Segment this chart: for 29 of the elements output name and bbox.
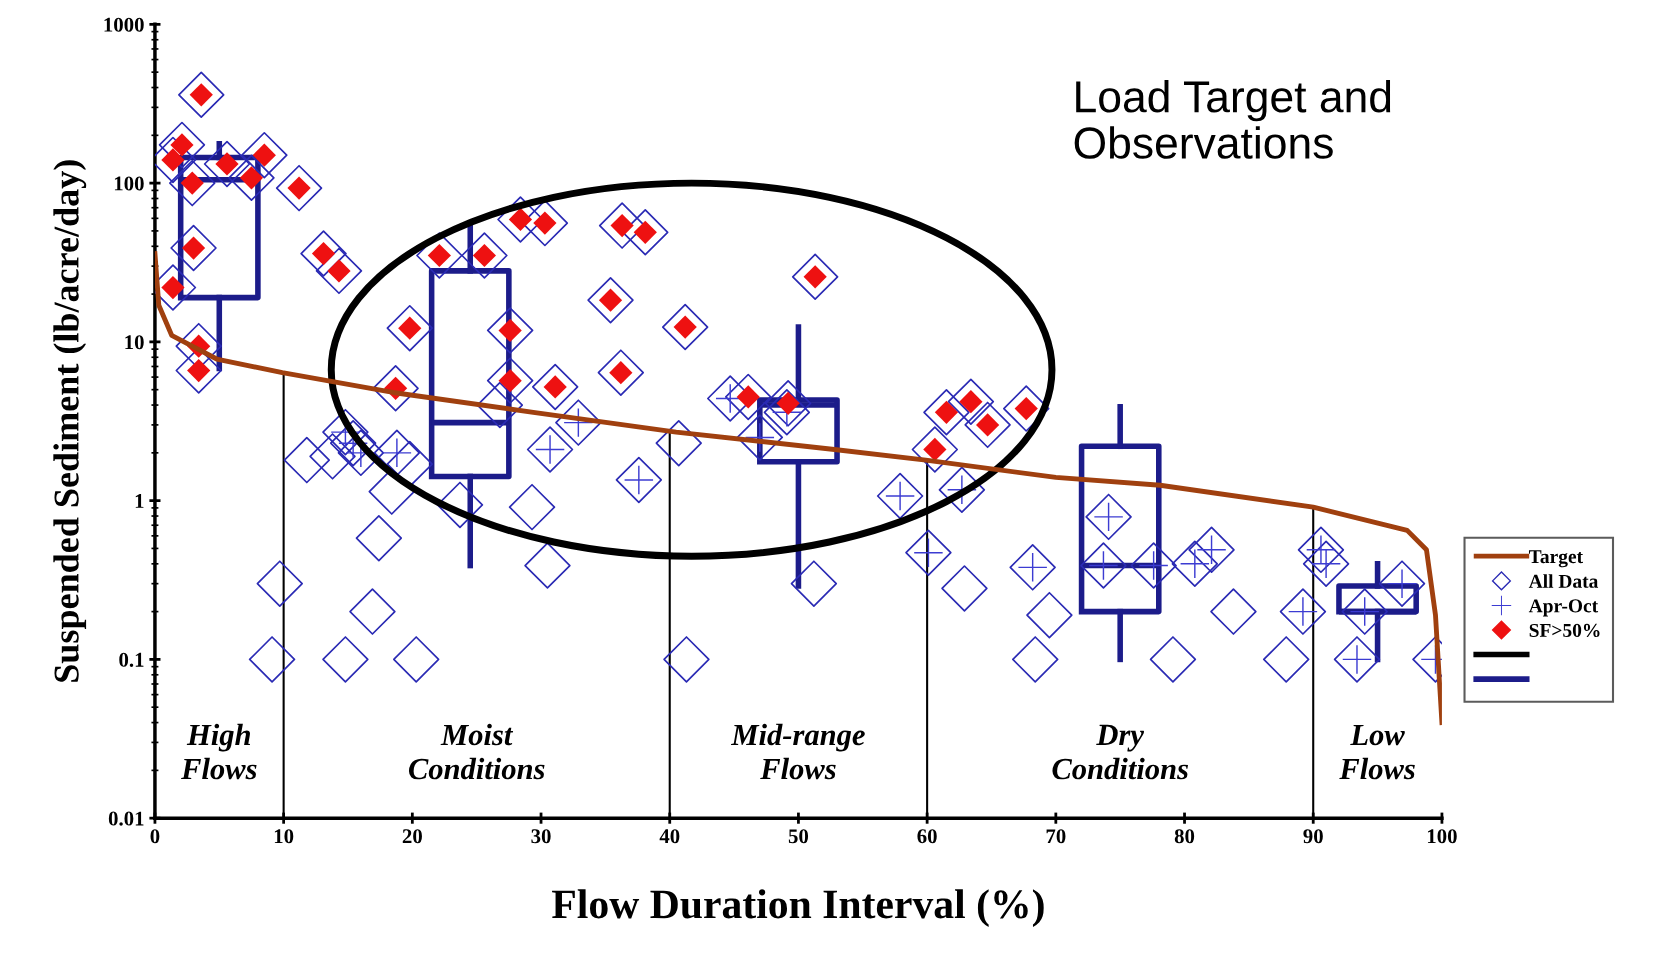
x-tick-label: 80: [1174, 829, 1195, 844]
legend-label: All Data: [1528, 574, 1599, 588]
y-tick-label: 0.1: [119, 652, 144, 667]
x-tick-label: 50: [788, 829, 809, 844]
legend-label: SF>50%: [1529, 623, 1600, 638]
annotation: Low Flows: [1339, 724, 1415, 780]
x-tick-label: 0: [150, 829, 160, 844]
x-tick-label: 100: [1427, 829, 1457, 844]
y-tick-label: 0.01: [108, 811, 144, 826]
x-tick-label: 30: [531, 829, 551, 844]
text: Load Target and Observations: [1074, 79, 1391, 159]
x-tick-label: 60: [917, 829, 937, 844]
y-tick-label: 1000: [104, 17, 144, 32]
annotation: Mid-range Flows: [730, 723, 865, 780]
annotation: Dry Conditions: [1052, 724, 1189, 780]
x-axis-title: Flow Duration Interval (%): [552, 889, 1044, 927]
x-tick-label: 70: [1046, 829, 1066, 844]
x-tick-label: 90: [1303, 829, 1323, 844]
legend-label: Target: [1528, 550, 1583, 568]
legend-label: Apr-Oct: [1528, 599, 1599, 617]
y-tick-label: 10: [125, 335, 144, 350]
y-tick-label: 100: [114, 176, 144, 191]
annotation: Moist Conditions: [408, 723, 545, 780]
x-tick-label: 20: [402, 829, 422, 844]
y-axis-title: Suspended Sediment (lb/acre/day): [53, 160, 87, 682]
x-tick-label: 40: [659, 829, 680, 844]
x-tick-label: 10: [274, 829, 294, 844]
annotation: High Flows: [181, 723, 257, 780]
y-tick-label: 1: [135, 494, 144, 508]
